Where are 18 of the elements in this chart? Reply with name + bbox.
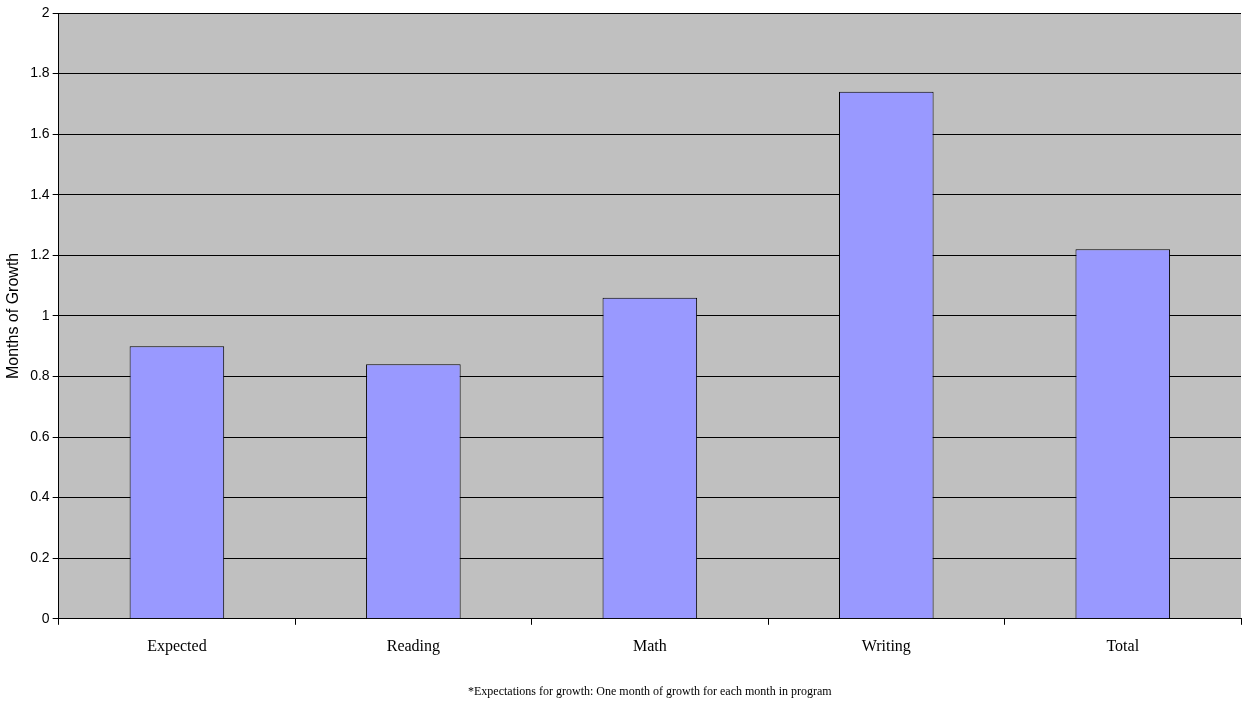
x-tick-label: Reading: [386, 636, 441, 655]
y-axis-title: Months of Growth: [4, 252, 22, 380]
y-tick-label: 1.8: [30, 64, 50, 81]
y-tick-label: 1.4: [30, 185, 50, 202]
y-tick-label: 2: [41, 3, 50, 20]
x-tick-label: Expected: [147, 636, 207, 655]
x-tick-label: Writing: [861, 636, 911, 655]
y-tick-label: 0.8: [30, 367, 50, 384]
y-tick-label: 1.6: [30, 125, 50, 142]
y-tick-label: 0.4: [30, 488, 50, 505]
y-tick-label: 0: [41, 609, 50, 626]
y-tick-label: 1: [41, 306, 50, 323]
y-tick-label: 1.2: [30, 246, 50, 263]
x-tick-label: Math: [632, 636, 667, 654]
text: *Expectations for growth: One month of growth for each month in program: [468, 684, 833, 698]
x-tick-label: Total: [1106, 636, 1140, 654]
y-tick-label: 0.6: [30, 427, 50, 444]
y-tick-label: 0.2: [30, 549, 50, 566]
